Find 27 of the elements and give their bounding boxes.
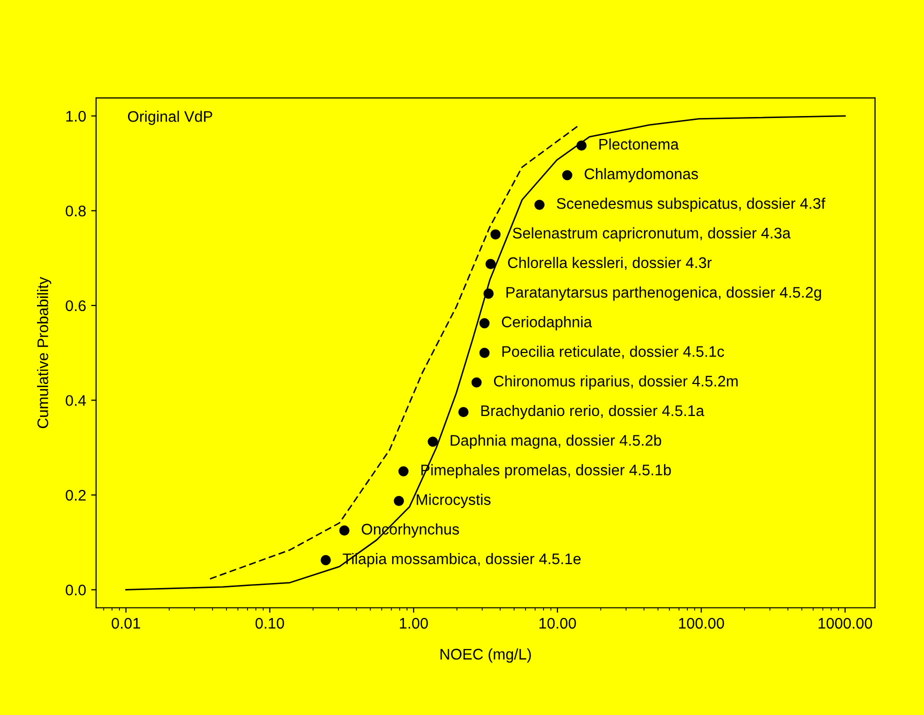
annotation: Paratanytarsus parthenogenica, dossier 4.5.2g <box>506 286 822 301</box>
y-tick-label: 0.0 <box>66 584 86 596</box>
y-axis-title: Cumulative Probability <box>37 276 52 428</box>
y-tick-label: 1.0 <box>66 110 86 122</box>
y-tick-label: 0.6 <box>66 300 86 312</box>
annotation: Chlorella kessleri, dossier 4.3r <box>508 256 712 270</box>
annotation: Selenastrum capricronutum, dossier 4.3a <box>512 227 791 242</box>
annotation: Microcystis <box>416 494 491 508</box>
x-tick-label: 100.00 <box>679 618 724 629</box>
annotation: Chlamydomonas <box>584 168 698 182</box>
annotation: Poecilia reticulate, dossier 4.5.1c <box>502 346 724 359</box>
x-tick-label: 10.00 <box>539 618 576 629</box>
annotation: Ceriodaphnia <box>502 316 592 330</box>
x-tick-label: 1.00 <box>400 618 428 629</box>
y-tick-label: 0.8 <box>66 206 86 216</box>
annotation: Original VdP <box>128 110 212 125</box>
x-tick-label: 1000.00 <box>818 618 872 629</box>
x-axis-title: NOEC (mg/L) <box>440 648 531 663</box>
y-tick-label: 0.4 <box>66 395 86 406</box>
y-tick-label: 0.2 <box>66 490 86 501</box>
x-tick-label: 0.10 <box>256 618 284 629</box>
x-tick-label: 0.01 <box>112 618 140 629</box>
annotation: Scenedesmus subspicatus, dossier 4.3f <box>556 198 826 212</box>
annotation: Daphnia magna, dossier 4.5.2b <box>450 434 662 449</box>
annotation: Chironomus riparius, dossier 4.5.2m <box>494 375 738 390</box>
annotation: Brachydanio rerio, dossier 4.5.1a <box>481 404 704 420</box>
annotation: Plectonema <box>599 138 679 150</box>
